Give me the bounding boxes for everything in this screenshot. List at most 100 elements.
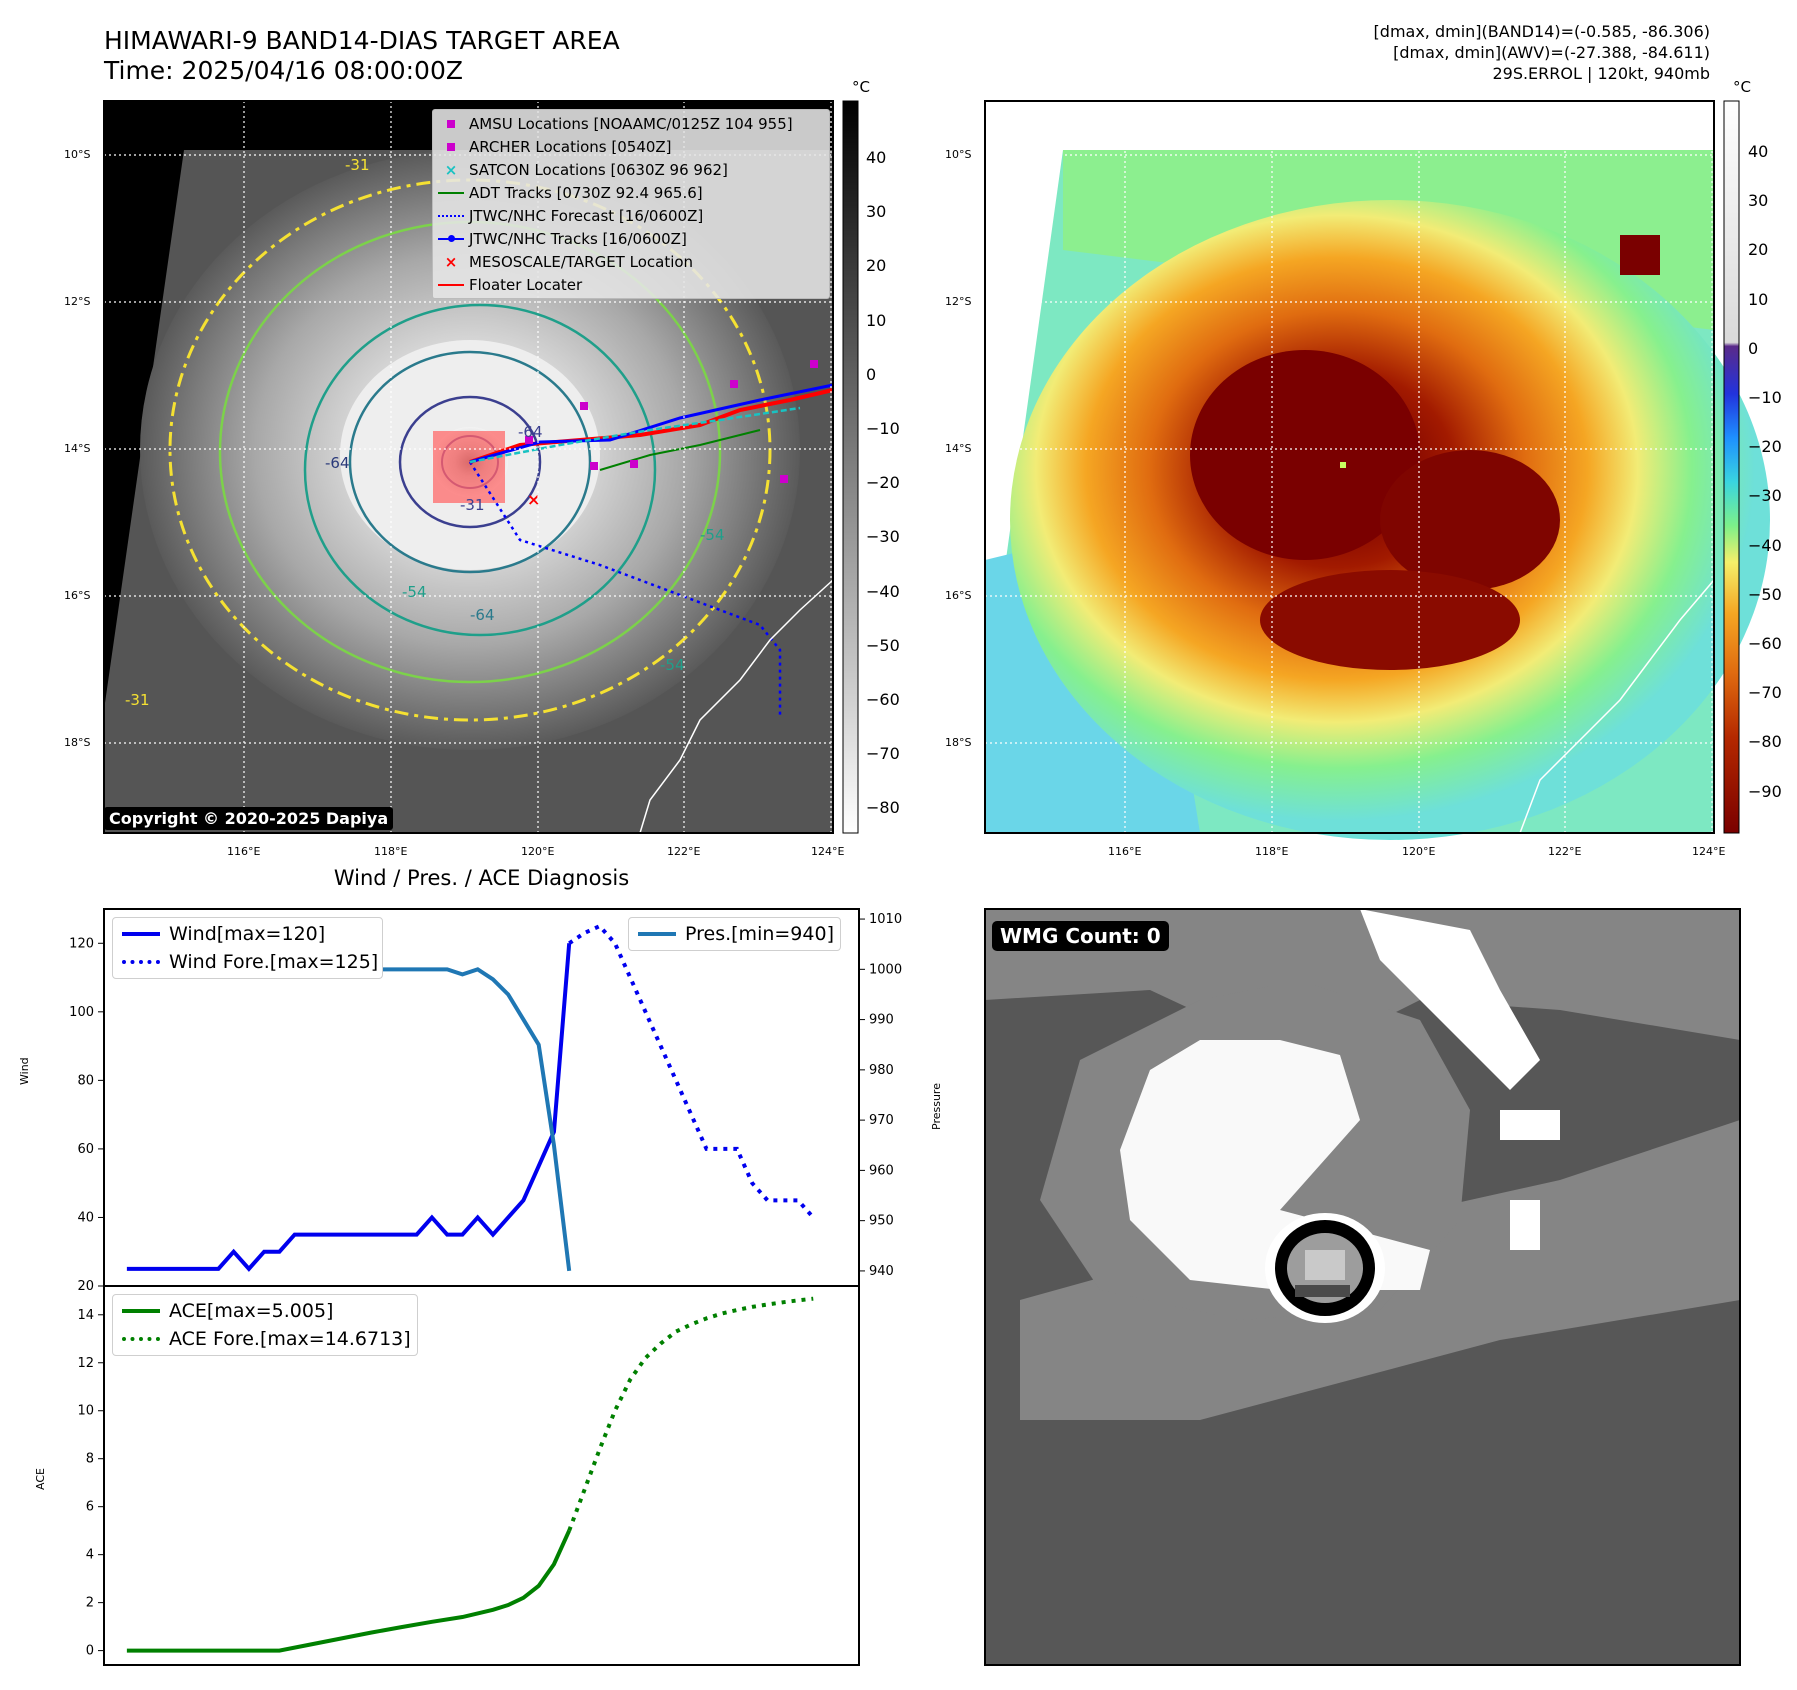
y-tick-label: 2 [86, 1596, 94, 1611]
y-tick-label: 120 [69, 936, 94, 951]
colorbar-tick-label: −10 [1748, 388, 1782, 407]
y-tick-label: 40 [77, 1210, 94, 1225]
lon-label: 122°E [667, 845, 701, 858]
line-icon [433, 283, 469, 286]
y-axis-label-ace: ACE [34, 1468, 47, 1490]
colorbar-tick-label: 10 [866, 310, 887, 330]
awv-range-text: [dmax, dmin](AWV)=(-27.388, -84.611) [1393, 43, 1710, 62]
legend-label: ACE Fore.[max=14.6713] [169, 1328, 411, 1350]
legend-label: Pres.[min=940] [685, 923, 834, 945]
colorbar-tick-label: 40 [1748, 142, 1769, 161]
line-icon [113, 932, 169, 936]
map-legend: AMSU Locations [NOAAMC/0125Z 104 955] AR… [432, 109, 830, 299]
legend-item-mesoscale: × MESOSCALE/TARGET Location [433, 250, 829, 273]
colorbar-tick-label: 40 [866, 148, 887, 167]
legend-label: ARCHER Locations [0540Z] [469, 137, 672, 156]
y-tick-label: 4 [86, 1548, 94, 1563]
colorbar-tick-label: −80 [866, 798, 900, 818]
legend-item-wind-forecast: Wind Fore.[max=125] [113, 948, 378, 976]
lon-label: 120°E [1402, 845, 1436, 858]
colorbar-tick-label: −30 [866, 527, 900, 547]
ir-map-right [984, 100, 1770, 840]
contour-label: -31 [125, 691, 150, 709]
legend-item-ace-forecast: ACE Fore.[max=14.6713] [113, 1325, 411, 1353]
lon-label: 122°E [1548, 845, 1582, 858]
lon-label: 124°E [1692, 845, 1726, 858]
square-marker-icon [433, 119, 469, 128]
line-icon [113, 1309, 169, 1313]
line-icon [433, 191, 469, 194]
legend-label: AMSU Locations [NOAAMC/0125Z 104 955] [469, 114, 793, 133]
colorbar-tick-label: 0 [866, 364, 877, 384]
contour-label: -31 [460, 496, 485, 514]
colorbar-right-unit: °C [1733, 78, 1751, 96]
colorbar-tick-label: −50 [866, 635, 900, 655]
dotted-line-icon [113, 960, 169, 964]
lon-label: 116°E [227, 845, 261, 858]
y2-tick-label: 1000 [869, 962, 902, 977]
band14-range-text: [dmax, dmin](BAND14)=(-0.585, -86.306) [1373, 22, 1710, 41]
y-tick-label: 20 [77, 1279, 94, 1294]
y2-tick-label: 990 [869, 1013, 894, 1028]
colorbar-tick-label: −40 [866, 581, 900, 601]
lat-label: 14°S [945, 442, 972, 455]
figure-title: HIMAWARI-9 BAND14-DIAS TARGET AREA [104, 26, 620, 55]
colorbar-tick-label: 20 [866, 256, 887, 276]
colorbar-tick-label: −10 [866, 419, 900, 438]
legend-label: MESOSCALE/TARGET Location [469, 252, 694, 271]
legend-label: JTWC/NHC Forecast [16/0600Z] [469, 206, 704, 225]
lat-label: 10°S [64, 148, 91, 161]
storm-info-text: 29S.ERROL | 120kt, 940mb [1492, 64, 1710, 83]
y-axis-label-pressure: Pressure [930, 1083, 943, 1130]
wind-legend: Wind[max=120] Wind Fore.[max=125] [112, 917, 384, 979]
contour-label: -54 [660, 656, 685, 674]
copyright-badge: Copyright © 2020-2025 Dapiya [104, 807, 394, 830]
chart-title: Wind / Pres. / ACE Diagnosis [333, 866, 630, 890]
legend-label: Wind[max=120] [169, 923, 326, 945]
y2-tick-label: 950 [869, 1214, 894, 1229]
contour-label: -64 [325, 454, 350, 472]
line-icon [629, 932, 685, 936]
figure-time: Time: 2025/04/16 08:00:00Z [104, 56, 463, 85]
colorbar-right [1723, 100, 1740, 834]
legend-item-pressure: Pres.[min=940] [629, 920, 834, 948]
lon-label: 116°E [1108, 845, 1142, 858]
dotted-line-icon [433, 214, 469, 217]
y2-tick-label: 940 [869, 1264, 894, 1279]
colorbar-tick-label: −60 [866, 690, 900, 709]
y-tick-label: 10 [77, 1404, 94, 1419]
legend-label: Floater Locater [469, 275, 583, 294]
colorbar-tick-label: −50 [1748, 584, 1782, 604]
y-tick-label: 6 [86, 1500, 94, 1515]
legend-label: SATCON Locations [0630Z 96 962] [469, 160, 728, 179]
y-tick-label: 60 [77, 1142, 94, 1157]
contour-label: -54 [700, 526, 725, 544]
colorbar-tick-label: 10 [1748, 289, 1769, 309]
lat-label: 16°S [64, 589, 91, 602]
contour-label: -31 [345, 156, 370, 174]
colorbar-tick-label: −20 [866, 473, 900, 493]
lat-label: 10°S [945, 148, 972, 161]
y-tick-label: 80 [77, 1073, 94, 1088]
colorbar-tick-label: −20 [1748, 437, 1782, 457]
lat-label: 18°S [945, 736, 972, 749]
contour-label: -64 [518, 423, 543, 441]
lon-label: 118°E [374, 845, 408, 858]
series-line-0 [126, 1529, 572, 1653]
legend-label: JTWC/NHC Tracks [16/0600Z] [469, 229, 687, 248]
legend-item-ace: ACE[max=5.005] [113, 1297, 411, 1325]
colorbar-tick-label: −80 [1748, 732, 1782, 752]
y2-tick-label: 980 [869, 1063, 894, 1078]
ace-legend: ACE[max=5.005] ACE Fore.[max=14.6713] [112, 1294, 418, 1356]
wmg-count-badge: WMG Count: 0 [992, 921, 1169, 951]
colorbar-left-unit: °C [852, 78, 870, 96]
dotted-line-icon [113, 1337, 169, 1341]
series-line-1 [568, 923, 815, 1219]
lat-label: 16°S [945, 589, 972, 602]
y-axis-label-wind: Wind [18, 1057, 31, 1085]
series-line-0 [126, 943, 572, 1272]
legend-label: Wind Fore.[max=125] [169, 951, 379, 973]
contour-label: -64 [470, 606, 495, 624]
lat-label: 12°S [945, 295, 972, 308]
contour-label: -54 [402, 583, 427, 601]
